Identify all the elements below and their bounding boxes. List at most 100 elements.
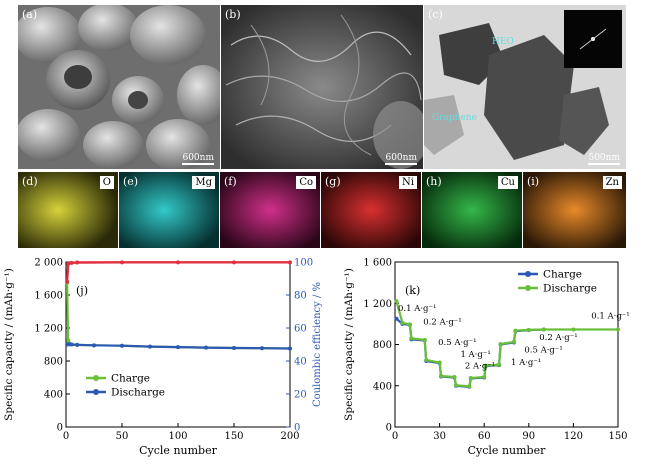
legend-marker [93, 389, 99, 395]
panel-label-e: (e) [123, 175, 139, 188]
panel-label-d: (d) [22, 175, 38, 188]
element-label-co: Co [296, 176, 316, 189]
data-point [288, 260, 292, 265]
x-tick-label: 200 [280, 431, 299, 442]
rate-label: 0.5 A·g⁻¹ [524, 346, 562, 356]
x-tick-label: 120 [564, 431, 583, 442]
rate-label: 0.2 A·g⁻¹ [539, 333, 577, 343]
annotation-heo: HEO [492, 37, 514, 47]
scale-bar-a: 600nm [182, 153, 214, 165]
element-label-o: O [99, 176, 114, 189]
x-axis-label: Cycle number [468, 444, 546, 457]
panel-label-a: (a) [22, 8, 38, 21]
y-tick-label: 2 000 [34, 258, 63, 269]
data-point [483, 363, 488, 368]
y2-tick-label: 80 [294, 291, 307, 302]
x-tick-label: 100 [168, 431, 187, 442]
data-point [497, 362, 502, 367]
data-point [482, 374, 487, 379]
series-line-2 [65, 261, 290, 282]
data-point [439, 373, 444, 378]
scale-bar-c: 500nm [588, 153, 620, 165]
rate-label: 0.2 A·g⁻¹ [423, 318, 461, 328]
y-tick-label: 800 [44, 357, 63, 368]
data-point [437, 360, 442, 365]
data-point [176, 345, 180, 350]
legend-label: Discharge [111, 387, 165, 399]
data-point [66, 338, 71, 343]
annotation-graphene: Graphene [432, 113, 477, 123]
sem-image-b: (b) 600nm [221, 5, 423, 169]
y-axis-label: Specific capacity / (mAh·g⁻¹) [343, 268, 355, 421]
rate-label: 1 A·g⁻¹ [511, 358, 541, 368]
data-point [616, 327, 620, 332]
x-tick-label: 60 [478, 431, 491, 442]
data-point [541, 327, 546, 332]
data-point [394, 299, 399, 304]
y2-tick-label: 60 [294, 324, 307, 335]
data-point [69, 342, 74, 347]
panel-label-b: (b) [225, 8, 241, 21]
rate-label: 0.5 A·g⁻¹ [438, 338, 476, 348]
element-label-mg: Mg [192, 176, 215, 189]
legend-label: Charge [543, 269, 582, 281]
data-point [204, 345, 208, 350]
data-point [92, 343, 96, 348]
y2-tick-label: 100 [294, 258, 313, 269]
legend-marker [525, 285, 531, 291]
series-line-0 [66, 282, 291, 350]
data-point [260, 346, 264, 351]
data-point [422, 337, 427, 342]
data-point [75, 342, 80, 347]
data-point [453, 383, 458, 388]
data-point [452, 374, 457, 379]
element-label-cu: Cu [497, 176, 518, 189]
y-tick-label: 1 200 [34, 324, 63, 335]
y2-tick-label: 0 [294, 423, 300, 434]
chart-panel-label: (k) [405, 284, 420, 297]
data-point [232, 260, 236, 265]
element-label-zn: Zn [602, 176, 622, 189]
data-point [526, 327, 531, 332]
data-point [120, 260, 124, 265]
legend-marker [525, 271, 531, 277]
data-point [394, 316, 399, 321]
eds-map-o: (d) O [18, 172, 118, 248]
chart-rate-k: 0 30 60 90 120 150 0 400 800 1 200 1 600 Cycle numb… [343, 258, 630, 458]
rate-label: 0.1 A·g⁻¹ [591, 312, 629, 322]
x-tick-label: 50 [116, 431, 129, 442]
panel-label-g: (g) [325, 175, 341, 188]
panel-label-f: (f) [224, 175, 237, 188]
y-tick-label: 1 600 [363, 258, 392, 269]
data-point [498, 341, 503, 346]
data-point [467, 384, 472, 389]
y-tick-label: 1 200 [363, 299, 392, 310]
y-tick-label: 800 [373, 340, 392, 351]
panel-label-i: (i) [527, 175, 540, 188]
data-point [232, 345, 236, 350]
data-point [75, 260, 80, 265]
sem-image-a: (a) 600nm [18, 5, 220, 169]
y2-tick-label: 40 [294, 357, 307, 368]
eds-map-mg: (e) Mg [119, 172, 219, 248]
legend-marker [93, 375, 99, 381]
rate-label: 1 A·g⁻¹ [460, 350, 490, 360]
x-tick-label: 0 [63, 431, 69, 442]
x-tick-label: 150 [224, 431, 243, 442]
rate-label: 0.1 A·g⁻¹ [398, 304, 436, 314]
data-point [400, 320, 405, 325]
data-point [69, 260, 74, 265]
eds-map-zn: (i) Zn [523, 172, 626, 248]
data-point [513, 328, 518, 333]
legend-label: Charge [111, 373, 150, 385]
x-axis-label: Cycle number [139, 444, 217, 457]
y2-tick-label: 20 [294, 390, 307, 401]
data-point [511, 339, 516, 344]
chart-panel-label: (j) [76, 284, 88, 297]
element-label-ni: Ni [399, 176, 417, 189]
data-point [66, 261, 71, 266]
x-tick-label: 0 [392, 431, 398, 442]
data-point [288, 346, 292, 351]
data-point [176, 260, 180, 265]
